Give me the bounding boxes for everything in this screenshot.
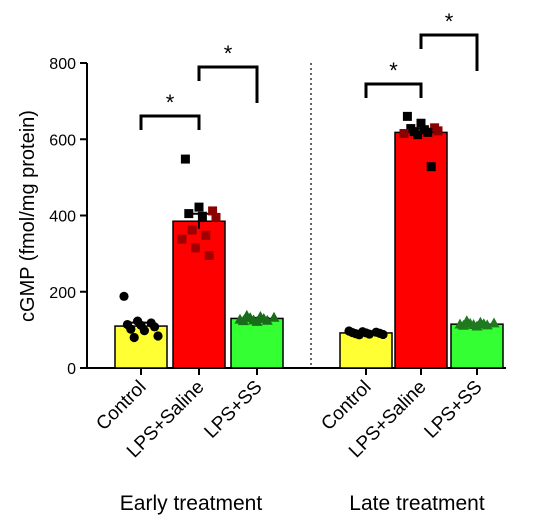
data-point [184, 209, 194, 219]
data-point [129, 332, 139, 343]
x-tick-label: Control [92, 377, 150, 435]
data-point [191, 243, 201, 253]
y-tick-label: 0 [67, 361, 76, 378]
x-tick-label: LPS+SS [421, 377, 487, 443]
data-point [251, 315, 263, 326]
data-point [471, 320, 483, 331]
bar [450, 323, 504, 369]
data-point [354, 330, 364, 340]
group-label: Late treatment [349, 492, 485, 515]
x-tick-label: LPS+SS [201, 377, 267, 443]
bar [230, 317, 284, 369]
points-layer [119, 111, 500, 343]
data-point [488, 317, 500, 328]
significance-layer: * * * * [139, 9, 479, 130]
significance-bracket [364, 82, 423, 98]
y-tick-label: 600 [49, 132, 76, 149]
data-point [153, 331, 163, 341]
data-point [126, 324, 136, 334]
significance-bracket [419, 33, 479, 71]
bar [339, 332, 393, 369]
data-point [413, 130, 423, 140]
significance-bracket [139, 114, 201, 130]
data-point [180, 154, 190, 164]
data-point [150, 322, 160, 332]
data-point [364, 329, 374, 339]
significance-star: * [166, 90, 175, 115]
y-axis-label: cGMP (fmol/mg protein) [17, 110, 39, 322]
data-point [426, 162, 436, 172]
data-point [268, 311, 280, 322]
data-point [119, 291, 129, 301]
data-point [399, 129, 409, 139]
group-label: Early treatment [120, 492, 263, 515]
significance-star: * [224, 41, 233, 66]
y-tick-label: 400 [49, 209, 76, 226]
significance-star: * [389, 58, 398, 83]
data-point [201, 230, 211, 240]
data-point [237, 315, 249, 326]
significance-bracket [197, 65, 259, 103]
data-point [177, 234, 187, 244]
data-point [211, 212, 221, 222]
data-point [481, 319, 493, 330]
data-point [139, 326, 149, 336]
bars-layer [114, 127, 504, 369]
y-tick-label: 800 [49, 56, 76, 73]
data-point [261, 314, 273, 325]
data-point [204, 251, 214, 261]
data-point [197, 211, 207, 221]
data-point [378, 329, 388, 340]
data-point [457, 319, 469, 330]
data-point [187, 225, 197, 235]
significance-star: * [445, 9, 454, 34]
data-point [194, 202, 204, 212]
data-point [208, 206, 218, 216]
bar [394, 131, 448, 369]
data-point [402, 111, 412, 121]
data-point [416, 118, 426, 128]
data-point [423, 127, 433, 137]
y-tick-label: 200 [49, 285, 76, 302]
data-point [433, 126, 443, 136]
